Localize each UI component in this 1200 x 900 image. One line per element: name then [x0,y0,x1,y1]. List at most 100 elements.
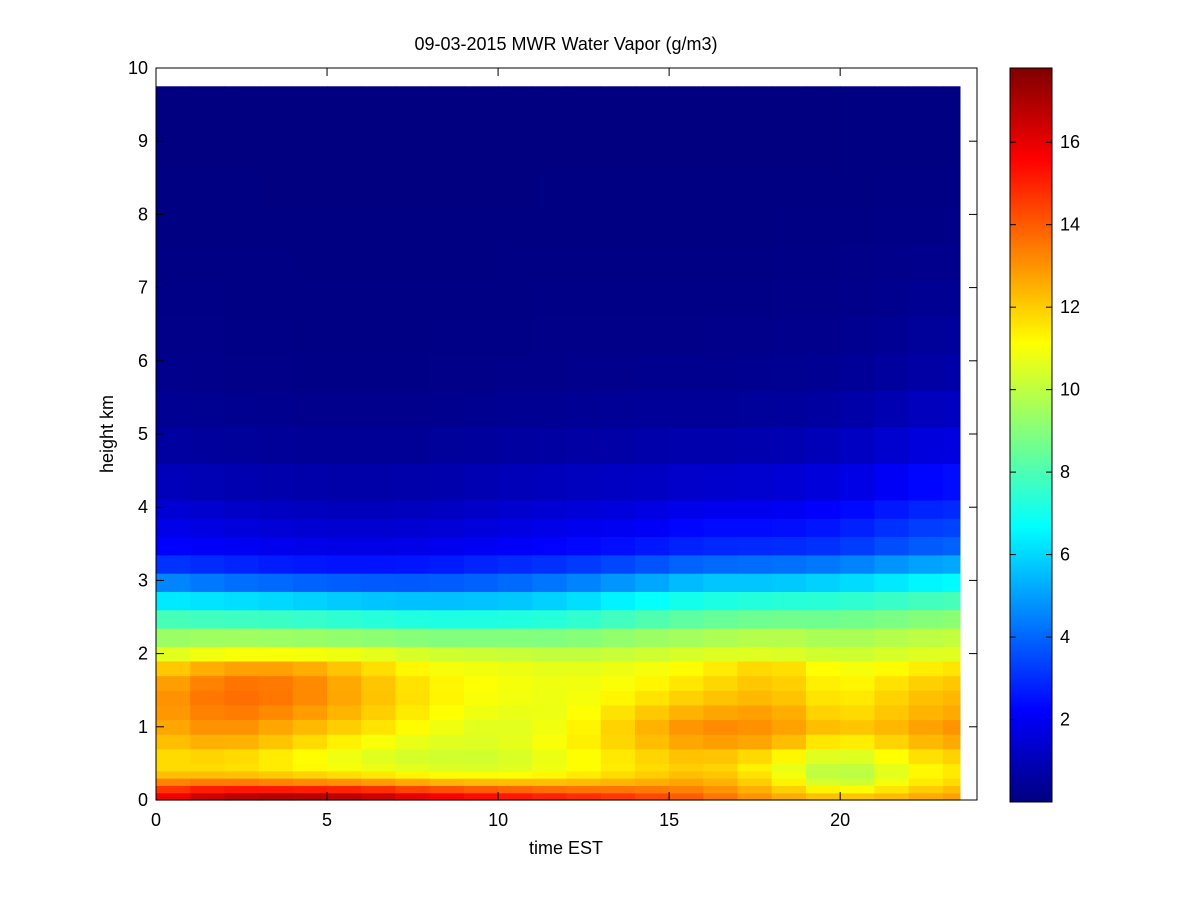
heatmap-cell [703,734,739,750]
heatmap-cell [463,660,499,677]
heatmap-cell [292,280,328,318]
heatmap-cell [908,170,944,208]
heatmap-cell [874,97,910,135]
heatmap-cell [874,207,910,245]
heatmap-cell [463,690,499,706]
heatmap-cell [429,86,465,98]
heatmap-cell [840,426,875,464]
heatmap-cell [258,792,294,801]
heatmap-cell [771,591,807,611]
heatmap-cell [190,734,226,750]
heatmap-cell [395,748,431,764]
heatmap-cell [156,763,191,772]
heatmap-cell [224,704,260,721]
heatmap-cell [463,785,499,794]
heatmap-cell [156,518,191,538]
heatmap-cell [703,97,739,135]
heatmap-cell [566,353,602,391]
heatmap-cell [600,170,636,208]
heatmap-cell [532,390,568,428]
colorbar-tick-label: 14 [1060,215,1080,235]
heatmap-cell [942,499,961,519]
heatmap-cell [703,770,739,779]
heatmap-cell [840,207,875,245]
heatmap-cell [771,499,807,519]
heatmap-cell [463,778,499,786]
heatmap-cell [908,609,944,629]
heatmap-cell [737,133,773,172]
heatmap-cell [771,170,807,208]
heatmap-cell [156,734,191,750]
heatmap-cell [600,207,636,245]
heatmap-cell [908,86,944,98]
heatmap-cell [703,243,739,281]
heatmap-cell [258,390,294,428]
heatmap-cell [908,573,944,592]
heatmap-cell [327,763,362,772]
heatmap-cell [874,353,910,391]
heatmap-cell [634,554,670,574]
heatmap-cell [361,86,397,98]
heatmap-cell [566,690,602,706]
heatmap-cell [942,426,961,464]
heatmap-cell [292,499,328,519]
colorbar-tick-label: 8 [1060,462,1070,482]
heatmap-cell [600,536,636,556]
heatmap-cell [840,690,875,706]
heatmap-cell [942,390,961,428]
x-tick-label: 10 [488,810,508,830]
heatmap-cell [463,207,499,245]
heatmap-cell [600,719,636,735]
heatmap-cell [190,170,226,208]
heatmap-cell [600,778,636,786]
heatmap-cell [224,499,260,519]
heatmap-cell [292,97,328,135]
heatmap-cell [634,573,670,592]
heatmap-cell [429,660,465,677]
heatmap-cell [805,316,841,355]
colorbar [1010,68,1052,802]
heatmap-cell [600,86,636,98]
heatmap-cell [600,785,636,794]
heatmap-cell [292,734,328,750]
heatmap-cell [874,390,910,428]
chart-title: 09-03-2015 MWR Water Vapor (g/m3) [414,34,717,54]
heatmap-cell [908,133,944,172]
heatmap-cell [737,785,773,794]
heatmap-cell [669,690,704,706]
heatmap-cell [258,719,294,735]
heatmap-cell [600,690,636,706]
heatmap-cell [327,280,362,318]
heatmap-cell [327,591,362,611]
heatmap-cell [361,646,397,662]
heatmap-cell [669,390,704,428]
heatmap-cell [258,518,294,538]
heatmap-cell [908,763,944,772]
heatmap-cell [634,86,670,98]
heatmap-cell [737,748,773,764]
heatmap-cell [737,554,773,574]
heatmap-cell [224,792,260,801]
heatmap-cell [840,591,875,611]
heatmap-cell [805,426,841,464]
heatmap-cell [771,207,807,245]
heatmap-cell [874,792,910,801]
colorbar-tick-label: 2 [1060,710,1070,730]
heatmap-cell [190,785,226,794]
heatmap-cell [498,778,533,786]
heatmap-cell [327,353,362,391]
heatmap-cell [190,660,226,677]
heatmap-cell [942,86,961,98]
heatmap-cell [463,353,499,391]
heatmap-cell [703,778,739,786]
heatmap-cell [874,170,910,208]
heatmap-cell [361,675,397,691]
heatmap-cell [292,518,328,538]
heatmap-cell [669,536,704,556]
heatmap-cell [190,86,226,98]
heatmap-cell [498,785,533,794]
heatmap-cell [771,704,807,721]
heatmap-cell [361,573,397,592]
heatmap-cell [156,704,191,721]
heatmap-cell [224,763,260,772]
